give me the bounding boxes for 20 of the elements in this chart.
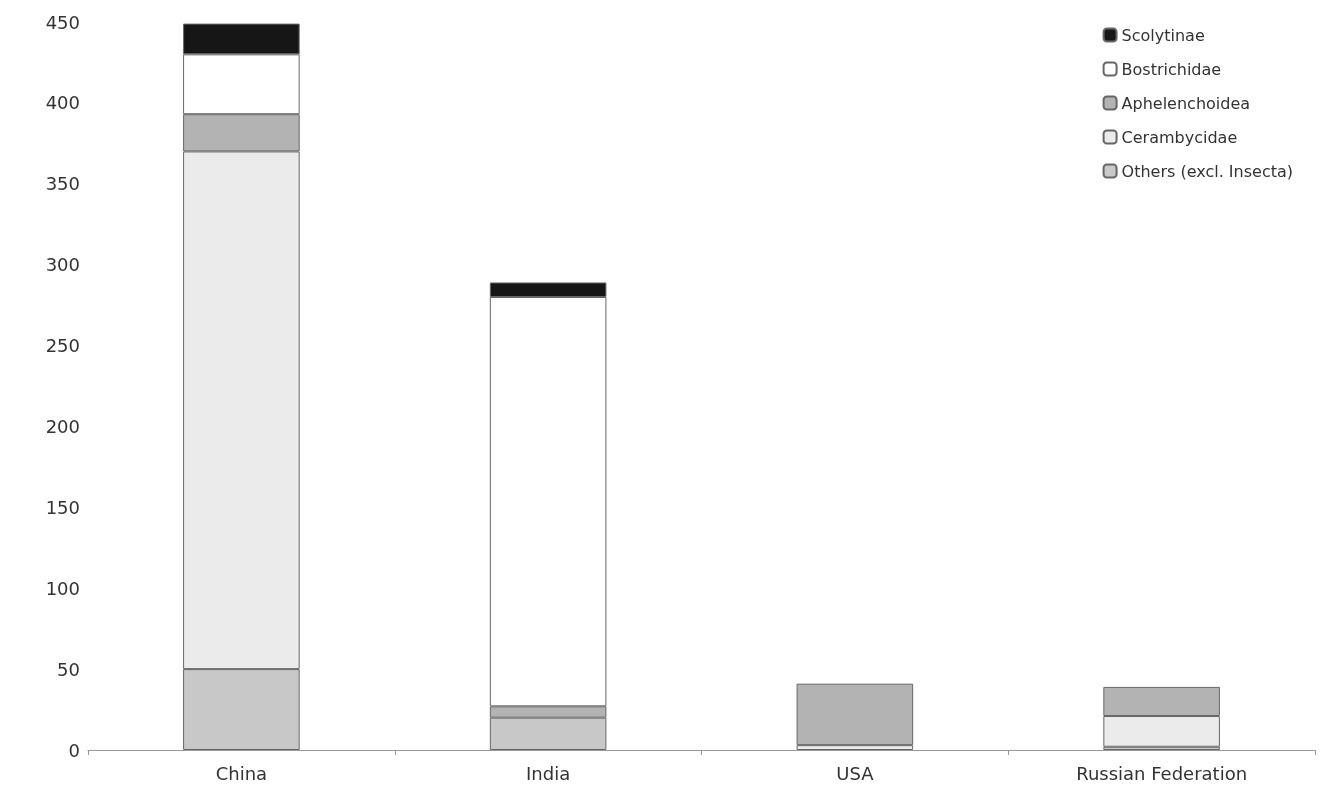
x-tick-label: China (215, 762, 268, 784)
y-tick-label: 0 (68, 739, 80, 761)
x-tick-label: USA (836, 762, 875, 784)
legend-label: Cerambycidae (1121, 127, 1238, 147)
legend-label: Others (excl. Insecta) (1121, 161, 1294, 181)
legend-label: Aphelenchoidea (1121, 93, 1251, 113)
y-tick-label: 400 (45, 92, 80, 114)
y-tick-label: 350 (45, 173, 80, 195)
legend-label: Bostrichidae (1121, 59, 1222, 79)
y-tick-label: 200 (45, 415, 80, 437)
y-tick-label: 450 (45, 11, 80, 33)
x-tick-label: Russian Federation (1076, 762, 1248, 784)
y-tick-label: 100 (45, 577, 80, 599)
legend-label: Scolytinae (1121, 25, 1205, 45)
y-tick-label: 150 (45, 496, 80, 518)
x-tick-label: India (526, 762, 571, 784)
y-tick-label: 250 (45, 335, 80, 357)
y-tick-label: 50 (57, 658, 80, 680)
y-tick-label: 300 (45, 254, 80, 276)
bar (796, 683, 914, 746)
